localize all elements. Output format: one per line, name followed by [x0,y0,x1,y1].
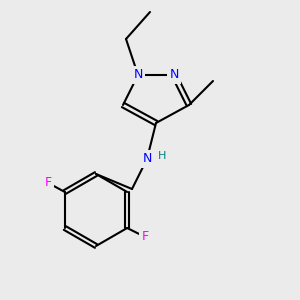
Text: H: H [158,151,166,161]
Text: N: N [169,68,179,82]
Text: N: N [133,68,143,82]
Text: F: F [142,230,149,244]
Text: F: F [45,176,52,190]
Text: N: N [142,152,152,166]
